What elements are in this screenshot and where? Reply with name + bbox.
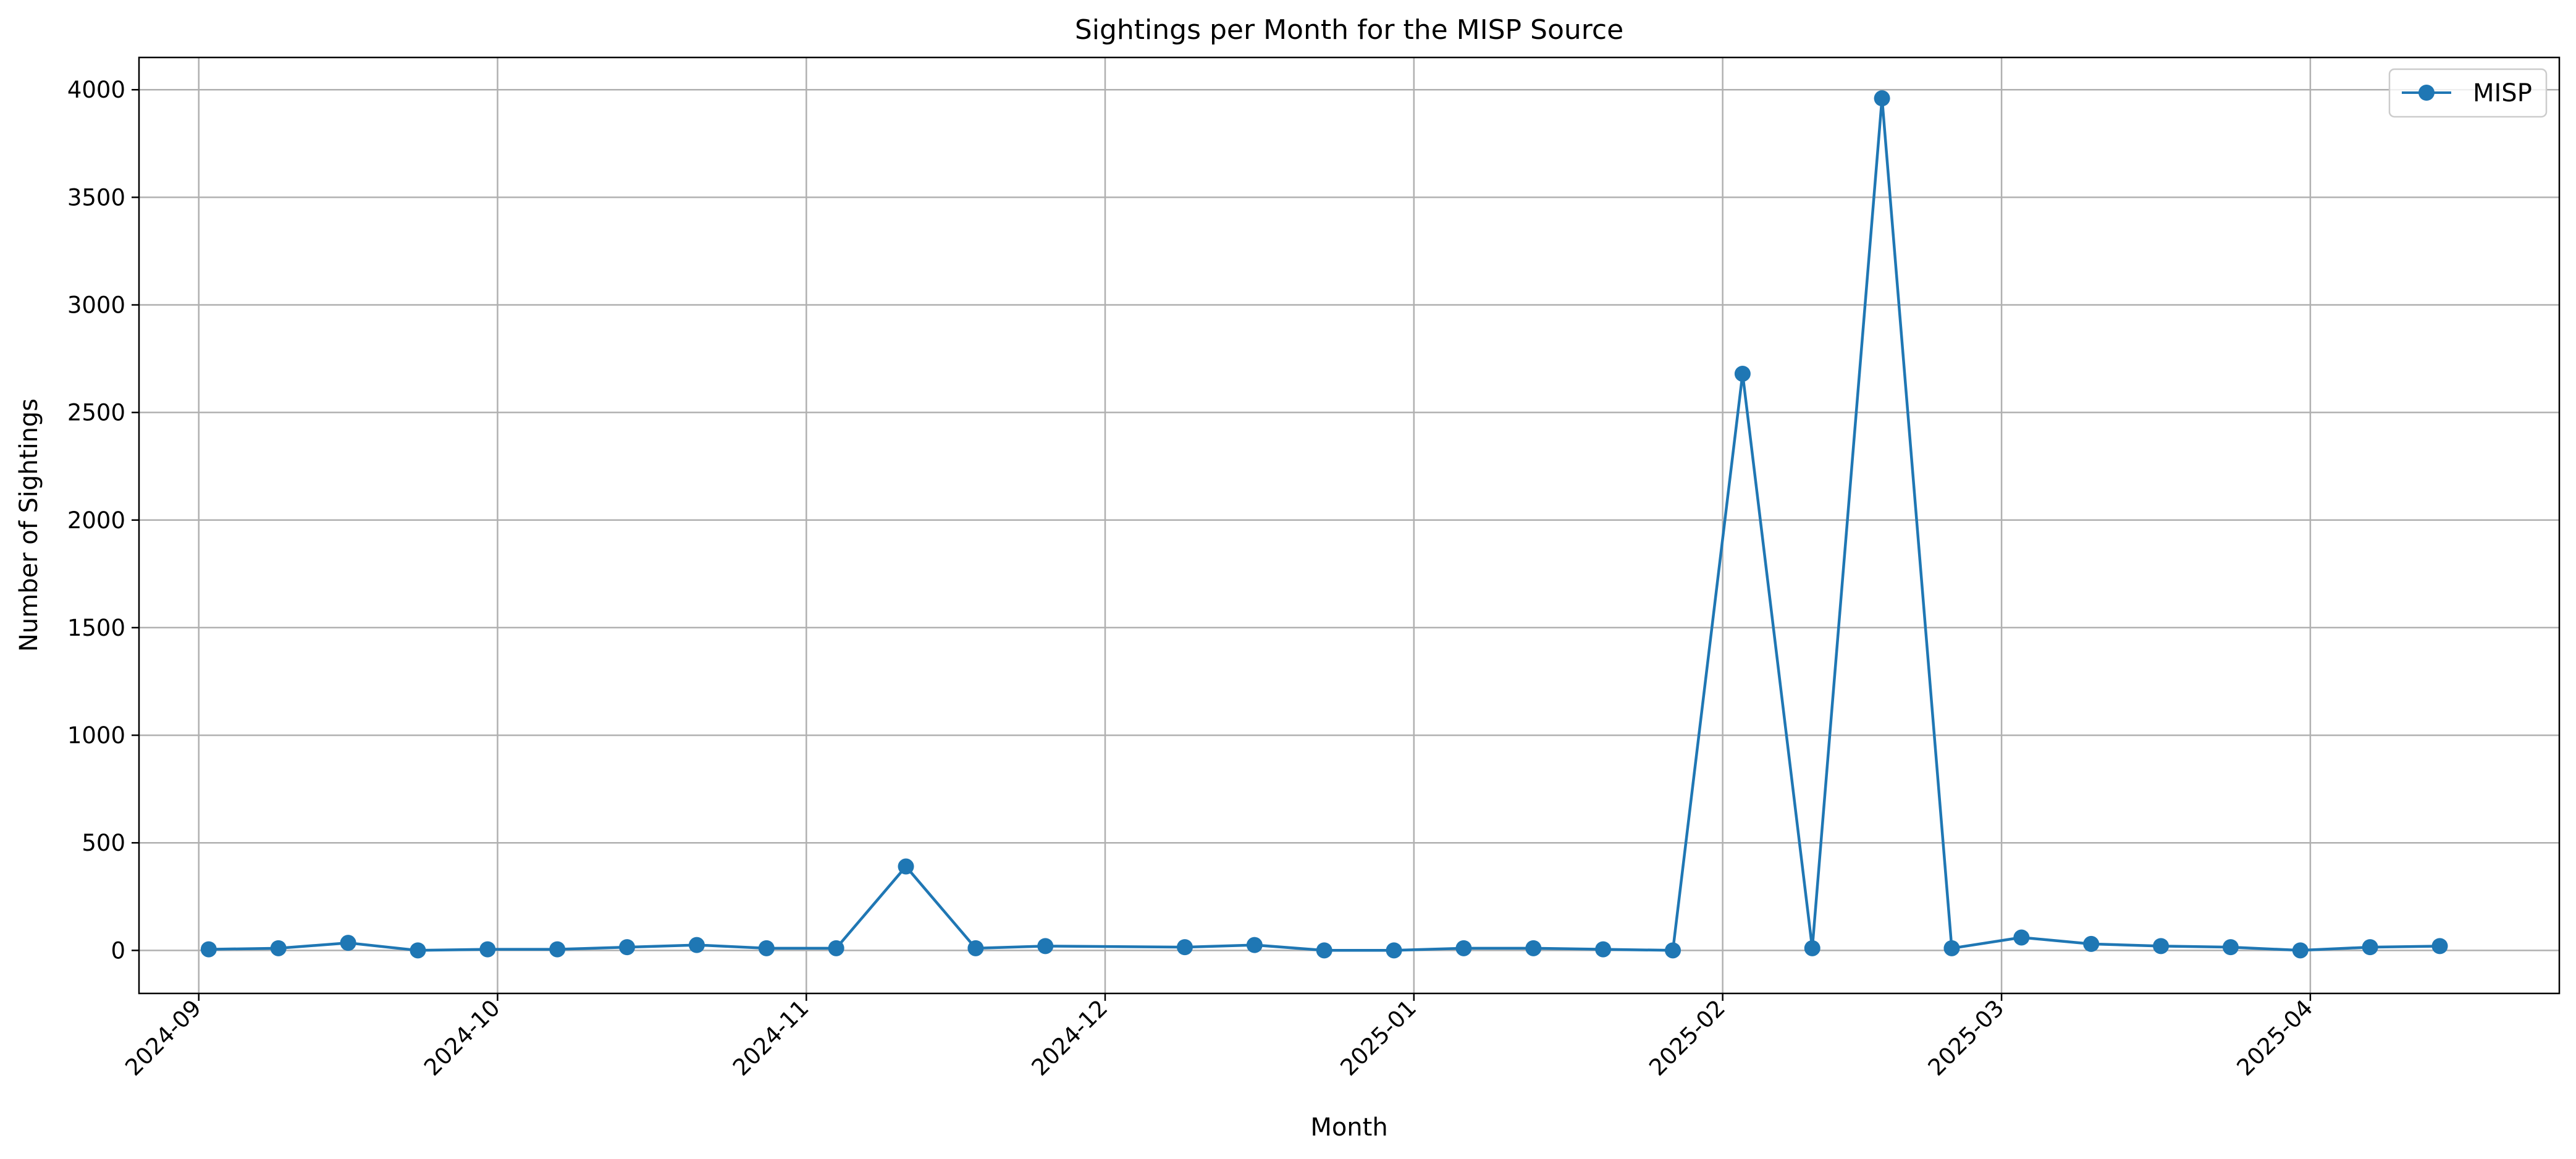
legend-marker	[2418, 85, 2435, 101]
data-point	[898, 858, 914, 875]
y-tick-label: 2000	[67, 507, 125, 534]
data-point	[1943, 940, 1960, 956]
data-point	[1595, 941, 1612, 958]
series-line-group	[200, 90, 2448, 959]
y-tick-label: 4000	[67, 77, 125, 103]
data-point	[1734, 365, 1751, 382]
data-point	[410, 942, 426, 959]
data-point	[1037, 938, 1054, 955]
y-tick-label: 500	[82, 830, 125, 856]
y-tick-label: 2500	[67, 400, 125, 426]
y-tick-label: 3000	[67, 292, 125, 319]
data-point	[1804, 940, 1820, 956]
y-tick-label: 0	[111, 937, 125, 964]
data-point	[2292, 942, 2309, 959]
data-point	[2013, 929, 2030, 946]
y-tick-label: 3500	[67, 184, 125, 211]
data-point	[2083, 935, 2100, 952]
data-point	[200, 941, 217, 958]
grid-lines	[139, 57, 2559, 993]
data-point	[2362, 939, 2378, 956]
data-point	[828, 940, 844, 956]
x-axis-label: Month	[1310, 1113, 1387, 1142]
data-point	[1665, 942, 1682, 959]
chart-title: Sightings per Month for the MISP Source	[1075, 14, 1623, 46]
data-point	[1874, 90, 1890, 107]
plot-area	[139, 57, 2559, 993]
data-point	[688, 937, 705, 953]
data-point	[758, 940, 775, 956]
data-point	[270, 940, 287, 956]
data-point	[1176, 939, 1193, 956]
plot-frame	[138, 56, 2561, 995]
data-point	[2153, 938, 2170, 955]
data-point	[1455, 940, 1472, 956]
data-point	[549, 941, 566, 958]
y-axis-label: Number of Sightings	[15, 398, 43, 652]
data-point	[479, 941, 496, 958]
legend-label: MISP	[2473, 79, 2532, 107]
data-point	[340, 935, 356, 951]
y-tick-label: 1500	[67, 615, 125, 641]
legend: MISP	[2388, 68, 2548, 118]
data-point	[967, 940, 984, 956]
data-point	[1316, 942, 1332, 959]
data-point	[1525, 940, 1542, 956]
y-tick-label: 1000	[67, 722, 125, 749]
data-point	[2431, 938, 2448, 955]
data-point	[2222, 939, 2239, 956]
data-point	[1246, 937, 1263, 953]
data-point	[619, 939, 636, 956]
data-point	[1386, 942, 1402, 959]
series-line-misp	[208, 96, 2440, 952]
legend-box	[2388, 68, 2548, 118]
